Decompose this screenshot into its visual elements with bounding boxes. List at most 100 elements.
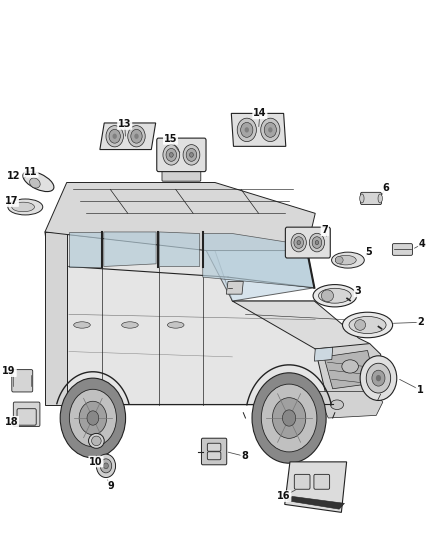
Polygon shape [45, 182, 315, 251]
Polygon shape [285, 462, 346, 512]
Circle shape [264, 123, 276, 138]
Circle shape [87, 411, 99, 425]
FancyBboxPatch shape [162, 168, 201, 181]
Text: 1: 1 [417, 385, 423, 395]
Text: 3: 3 [355, 286, 361, 296]
Circle shape [128, 126, 145, 147]
Polygon shape [203, 233, 314, 288]
Ellipse shape [342, 360, 358, 373]
FancyBboxPatch shape [314, 474, 330, 489]
Polygon shape [69, 232, 102, 266]
Text: 4: 4 [419, 239, 425, 249]
Ellipse shape [343, 312, 392, 338]
Circle shape [134, 134, 139, 139]
Ellipse shape [360, 194, 364, 203]
Text: 10: 10 [89, 457, 102, 466]
Ellipse shape [335, 256, 343, 264]
Ellipse shape [92, 436, 101, 446]
Circle shape [190, 152, 194, 157]
FancyBboxPatch shape [201, 438, 227, 465]
Polygon shape [315, 391, 383, 418]
FancyBboxPatch shape [13, 402, 40, 426]
FancyBboxPatch shape [360, 192, 381, 205]
Circle shape [309, 233, 325, 252]
Ellipse shape [355, 320, 366, 330]
Circle shape [315, 240, 319, 245]
Circle shape [103, 463, 108, 469]
Ellipse shape [313, 285, 357, 307]
Text: 19: 19 [3, 366, 16, 376]
Circle shape [60, 378, 126, 458]
Ellipse shape [332, 252, 364, 268]
Circle shape [283, 410, 296, 426]
FancyBboxPatch shape [207, 452, 221, 460]
Ellipse shape [122, 322, 138, 328]
Ellipse shape [30, 178, 40, 188]
Text: 7: 7 [321, 225, 328, 236]
Polygon shape [315, 344, 383, 405]
Ellipse shape [88, 433, 104, 448]
Text: 15: 15 [164, 134, 177, 144]
Polygon shape [226, 281, 243, 294]
Circle shape [366, 364, 391, 393]
Circle shape [268, 127, 272, 133]
Circle shape [170, 152, 173, 157]
Circle shape [252, 373, 326, 463]
Ellipse shape [331, 400, 343, 409]
Circle shape [261, 384, 317, 452]
Text: 8: 8 [241, 451, 248, 461]
FancyBboxPatch shape [157, 138, 206, 172]
Text: 11: 11 [24, 167, 38, 177]
Circle shape [106, 126, 124, 147]
Ellipse shape [349, 317, 386, 334]
Circle shape [360, 356, 397, 400]
Polygon shape [231, 114, 286, 147]
Ellipse shape [335, 255, 356, 265]
FancyBboxPatch shape [207, 443, 221, 451]
Text: 12: 12 [7, 171, 20, 181]
Circle shape [291, 233, 306, 252]
Ellipse shape [8, 199, 43, 215]
Text: 5: 5 [365, 247, 372, 256]
Circle shape [297, 240, 300, 245]
Circle shape [131, 130, 142, 143]
Ellipse shape [23, 171, 54, 191]
Polygon shape [159, 232, 200, 266]
Polygon shape [287, 496, 344, 509]
Circle shape [186, 148, 197, 161]
Circle shape [244, 127, 249, 133]
Ellipse shape [167, 322, 184, 328]
Ellipse shape [318, 288, 351, 303]
Ellipse shape [378, 194, 382, 203]
Polygon shape [314, 348, 333, 361]
Circle shape [96, 454, 116, 478]
Circle shape [272, 398, 306, 438]
Polygon shape [206, 251, 314, 301]
FancyBboxPatch shape [294, 474, 310, 489]
FancyBboxPatch shape [17, 409, 36, 425]
Polygon shape [45, 232, 359, 405]
Circle shape [166, 148, 177, 161]
Text: 14: 14 [253, 108, 267, 118]
Circle shape [237, 118, 256, 142]
Polygon shape [100, 123, 155, 150]
Ellipse shape [12, 202, 35, 212]
Circle shape [294, 237, 304, 248]
Circle shape [69, 389, 117, 447]
Circle shape [376, 375, 381, 381]
Circle shape [372, 370, 385, 386]
Circle shape [312, 237, 322, 248]
Text: 13: 13 [118, 119, 131, 129]
Circle shape [241, 123, 253, 138]
Circle shape [113, 134, 117, 139]
Text: 9: 9 [108, 481, 115, 491]
Polygon shape [324, 351, 371, 389]
FancyBboxPatch shape [286, 227, 330, 258]
Text: 2: 2 [417, 317, 424, 327]
Text: 17: 17 [5, 196, 18, 206]
Text: 16: 16 [277, 491, 290, 501]
Circle shape [183, 144, 200, 165]
Circle shape [109, 130, 120, 143]
Polygon shape [104, 232, 156, 266]
Circle shape [100, 459, 112, 473]
